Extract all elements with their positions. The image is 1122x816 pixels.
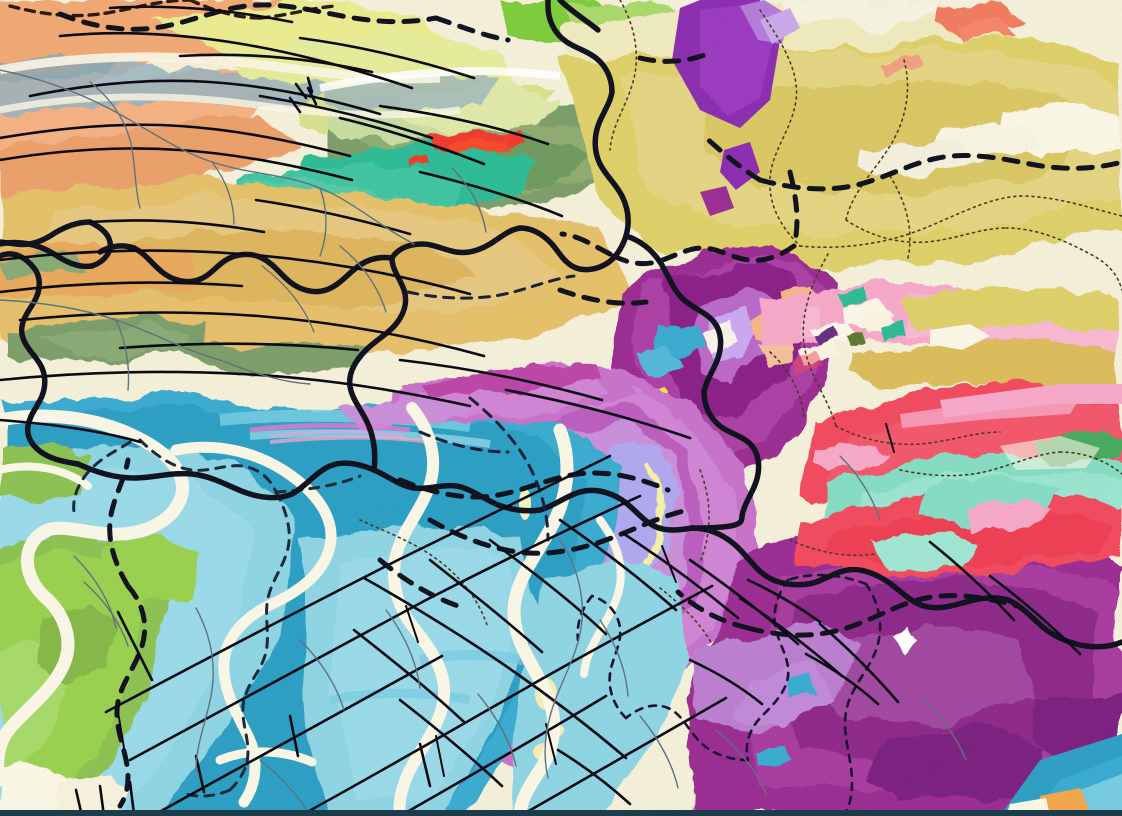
map-bottom-border bbox=[0, 810, 1122, 816]
